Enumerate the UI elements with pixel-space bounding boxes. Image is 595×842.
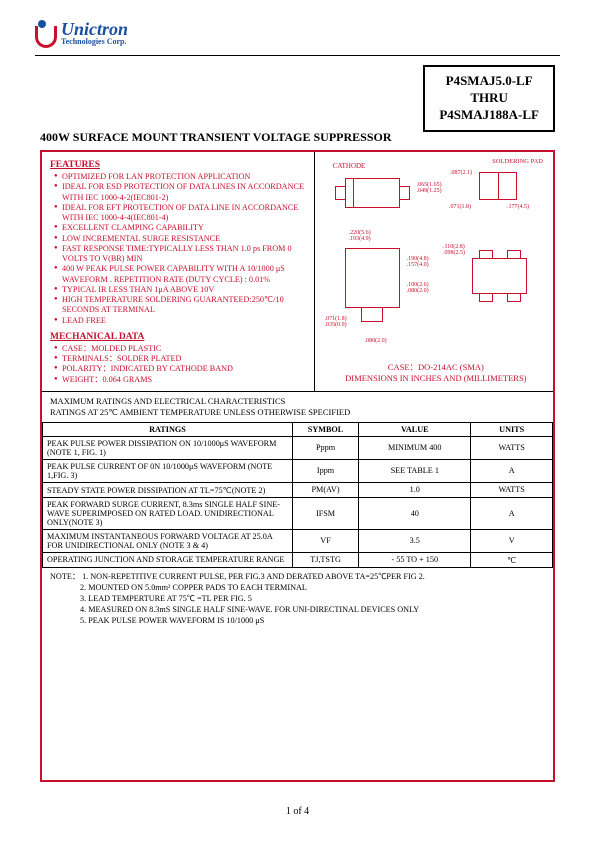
part-line3: P4SMAJ188A-LF bbox=[439, 107, 539, 124]
table-row: PEAK PULSE CURRENT OF 0N 10/1000μS WAVEF… bbox=[43, 459, 553, 482]
table-row: STEADY STATE POWER DISSIPATION AT TL=75℃… bbox=[43, 482, 553, 497]
dim: .190(4.8) .157(4.0) bbox=[407, 256, 429, 268]
cell: PEAK PULSE POWER DISSIPATION ON 10/1000μ… bbox=[43, 436, 293, 459]
notes-block: NOTE： 1. NON-REPETITIVE CURRENT PULSE, P… bbox=[42, 568, 553, 632]
th-units: UNITS bbox=[471, 422, 553, 436]
th-ratings: RATINGS bbox=[43, 422, 293, 436]
part-line1: P4SMAJ5.0-LF bbox=[439, 73, 539, 90]
cell: Pppm bbox=[292, 436, 358, 459]
drawing-caption: CASE：DO-214AC (SMA) DIMENSIONS IN INCHES… bbox=[325, 362, 547, 384]
feature-item: LEAD FREE bbox=[54, 316, 306, 326]
part-number-box: P4SMAJ5.0-LF THRU P4SMAJ188A-LF bbox=[423, 65, 555, 132]
cell: PEAK FORWARD SURGE CURRENT, 8.3ms SINGLE… bbox=[43, 497, 293, 529]
note-item: 2. MOUNTED ON 5.0mm² COPPER PADS TO EACH… bbox=[80, 583, 307, 592]
table-row: PEAK FORWARD SURGE CURRENT, 8.3ms SINGLE… bbox=[43, 497, 553, 529]
cell: - 55 TO + 150 bbox=[359, 552, 471, 567]
dim: .065(1.65) .049(1.25) bbox=[417, 182, 442, 194]
cell: PM(AV) bbox=[292, 482, 358, 497]
ratings-head-l2: RATINGS AT 25℃ AMBIENT TEMPERATURE UNLES… bbox=[50, 407, 545, 418]
table-row: MAXIMUM INSTANTANEOUS FORWARD VOLTAGE AT… bbox=[43, 529, 553, 552]
note-item: 1. NON-REPETITIVE CURRENT PULSE, PER FIG… bbox=[82, 572, 425, 581]
mech-item: WEIGHT：0.064 GRAMS bbox=[54, 375, 306, 385]
feature-item: TYPICAL IR LESS THAN 1μA ABOVE 10V bbox=[54, 285, 306, 295]
cell: 3.5 bbox=[359, 529, 471, 552]
cell: ℃ bbox=[471, 552, 553, 567]
cell: A bbox=[471, 459, 553, 482]
mech-head: MECHANICAL DATA bbox=[50, 332, 306, 342]
package-drawing: CATHODE SOLDERING PAD .065(1.65) .049(1.… bbox=[325, 158, 547, 358]
logo: Unictron Technologies Corp. bbox=[35, 18, 128, 48]
feature-item: IDEAL FOR EFT PROTECTION OF DATA LINE IN… bbox=[54, 203, 306, 224]
mech-list: CASE：MOLDED PLASTIC TERMINALS：SOLDER PLA… bbox=[50, 344, 306, 385]
dim: .100(2.6) .080(2.0) bbox=[407, 282, 429, 294]
note-item: 4. MEASURED ON 8.3mS SINGLE HALF SINE-WA… bbox=[80, 605, 419, 614]
cell: OPERATING JUNCTION AND STORAGE TEMPERATU… bbox=[43, 552, 293, 567]
cell: IFSM bbox=[292, 497, 358, 529]
dim: .080(2.0) bbox=[365, 338, 387, 344]
dim: .071(1.8) bbox=[449, 204, 471, 210]
left-column: FEATURES OPTIMIZED FOR LAN PROTECTION AP… bbox=[42, 152, 315, 391]
upper-section: FEATURES OPTIMIZED FOR LAN PROTECTION AP… bbox=[42, 152, 553, 392]
cell: Ippm bbox=[292, 459, 358, 482]
feature-item: 400 W PEAK PULSE POWER CAPABILITY WITH A… bbox=[54, 264, 306, 285]
cell: SEE TABLE 1 bbox=[359, 459, 471, 482]
cell: TJ,TSTG bbox=[292, 552, 358, 567]
cell: PEAK PULSE CURRENT OF 0N 10/1000μS WAVEF… bbox=[43, 459, 293, 482]
dim: .110(2.8) .098(2.5) bbox=[443, 244, 465, 256]
dim: .071(1.8) .035(0.9) bbox=[325, 316, 347, 328]
part-line2: THRU bbox=[439, 90, 539, 107]
th-value: VALUE bbox=[359, 422, 471, 436]
mech-item: POLARITY：INDICATED BY CATHODE BAND bbox=[54, 364, 306, 374]
feature-item: FAST RESPONSE TIME:TYPICALLY LESS THAN 1… bbox=[54, 244, 306, 265]
logo-sub: Technologies Corp. bbox=[61, 38, 128, 46]
doc-title: 400W SURFACE MOUNT TRANSIENT VOLTAGE SUP… bbox=[40, 130, 392, 145]
ratings-head-l1: MAXIMUM RATINGS AND ELECTRICAL CHARACTER… bbox=[50, 396, 545, 407]
features-list: OPTIMIZED FOR LAN PROTECTION APPLICATION… bbox=[50, 172, 306, 326]
feature-item: IDEAL FOR ESD PROTECTION OF DATA LINES I… bbox=[54, 182, 306, 203]
cell: WATTS bbox=[471, 482, 553, 497]
ratings-header: MAXIMUM RATINGS AND ELECTRICAL CHARACTER… bbox=[42, 392, 553, 422]
table-row: PEAK PULSE POWER DISSIPATION ON 10/1000μ… bbox=[43, 436, 553, 459]
solderpad-label: SOLDERING PAD bbox=[492, 158, 543, 165]
logo-name: Unictron bbox=[61, 20, 128, 38]
cell: V bbox=[471, 529, 553, 552]
notes-label: NOTE： bbox=[50, 572, 80, 581]
ratings-table: RATINGS SYMBOL VALUE UNITS PEAK PULSE PO… bbox=[42, 422, 553, 568]
cell: 40 bbox=[359, 497, 471, 529]
mech-item: CASE：MOLDED PLASTIC bbox=[54, 344, 306, 354]
cell: WATTS bbox=[471, 436, 553, 459]
features-head: FEATURES bbox=[50, 160, 306, 170]
cell: STEADY STATE POWER DISSIPATION AT TL=75℃… bbox=[43, 482, 293, 497]
feature-item: HIGH TEMPERATURE SOLDERING GUARANTEED:25… bbox=[54, 295, 306, 316]
top-rule bbox=[35, 55, 560, 56]
feature-item: LOW INCREMENTAL SURGE RESISTANCE bbox=[54, 234, 306, 244]
cell: A bbox=[471, 497, 553, 529]
dim: .087(2.1) bbox=[450, 170, 472, 176]
page-number: 1 of 4 bbox=[0, 806, 595, 817]
th-symbol: SYMBOL bbox=[292, 422, 358, 436]
cell: VF bbox=[292, 529, 358, 552]
cell: MINIMUM 400 bbox=[359, 436, 471, 459]
dim: .220(5.6) .193(4.9) bbox=[349, 230, 371, 242]
caption-line2: DIMENSIONS IN INCHES AND (MILLIMETERS) bbox=[325, 373, 547, 384]
cathode-label: CATHODE bbox=[333, 162, 366, 170]
note-item: 3. LEAD TEMPERTURE AT 75℃ =TL PER FIG. 5 bbox=[80, 594, 252, 603]
mech-item: TERMINALS：SOLDER PLATED bbox=[54, 354, 306, 364]
table-row: OPERATING JUNCTION AND STORAGE TEMPERATU… bbox=[43, 552, 553, 567]
cell: 1.0 bbox=[359, 482, 471, 497]
cell: MAXIMUM INSTANTANEOUS FORWARD VOLTAGE AT… bbox=[43, 529, 293, 552]
main-frame: FEATURES OPTIMIZED FOR LAN PROTECTION AP… bbox=[40, 150, 555, 782]
logo-mark bbox=[35, 18, 57, 48]
right-column: CATHODE SOLDERING PAD .065(1.65) .049(1.… bbox=[315, 152, 553, 391]
feature-item: EXCELLENT CLAMPING CAPABILITY bbox=[54, 223, 306, 233]
table-header-row: RATINGS SYMBOL VALUE UNITS bbox=[43, 422, 553, 436]
dim: .177(4.5) bbox=[507, 204, 529, 210]
caption-line1: CASE：DO-214AC (SMA) bbox=[325, 362, 547, 373]
note-item: 5. PEAK PULSE POWER WAVEFORM IS 10/1000 … bbox=[80, 616, 264, 625]
feature-item: OPTIMIZED FOR LAN PROTECTION APPLICATION bbox=[54, 172, 306, 182]
